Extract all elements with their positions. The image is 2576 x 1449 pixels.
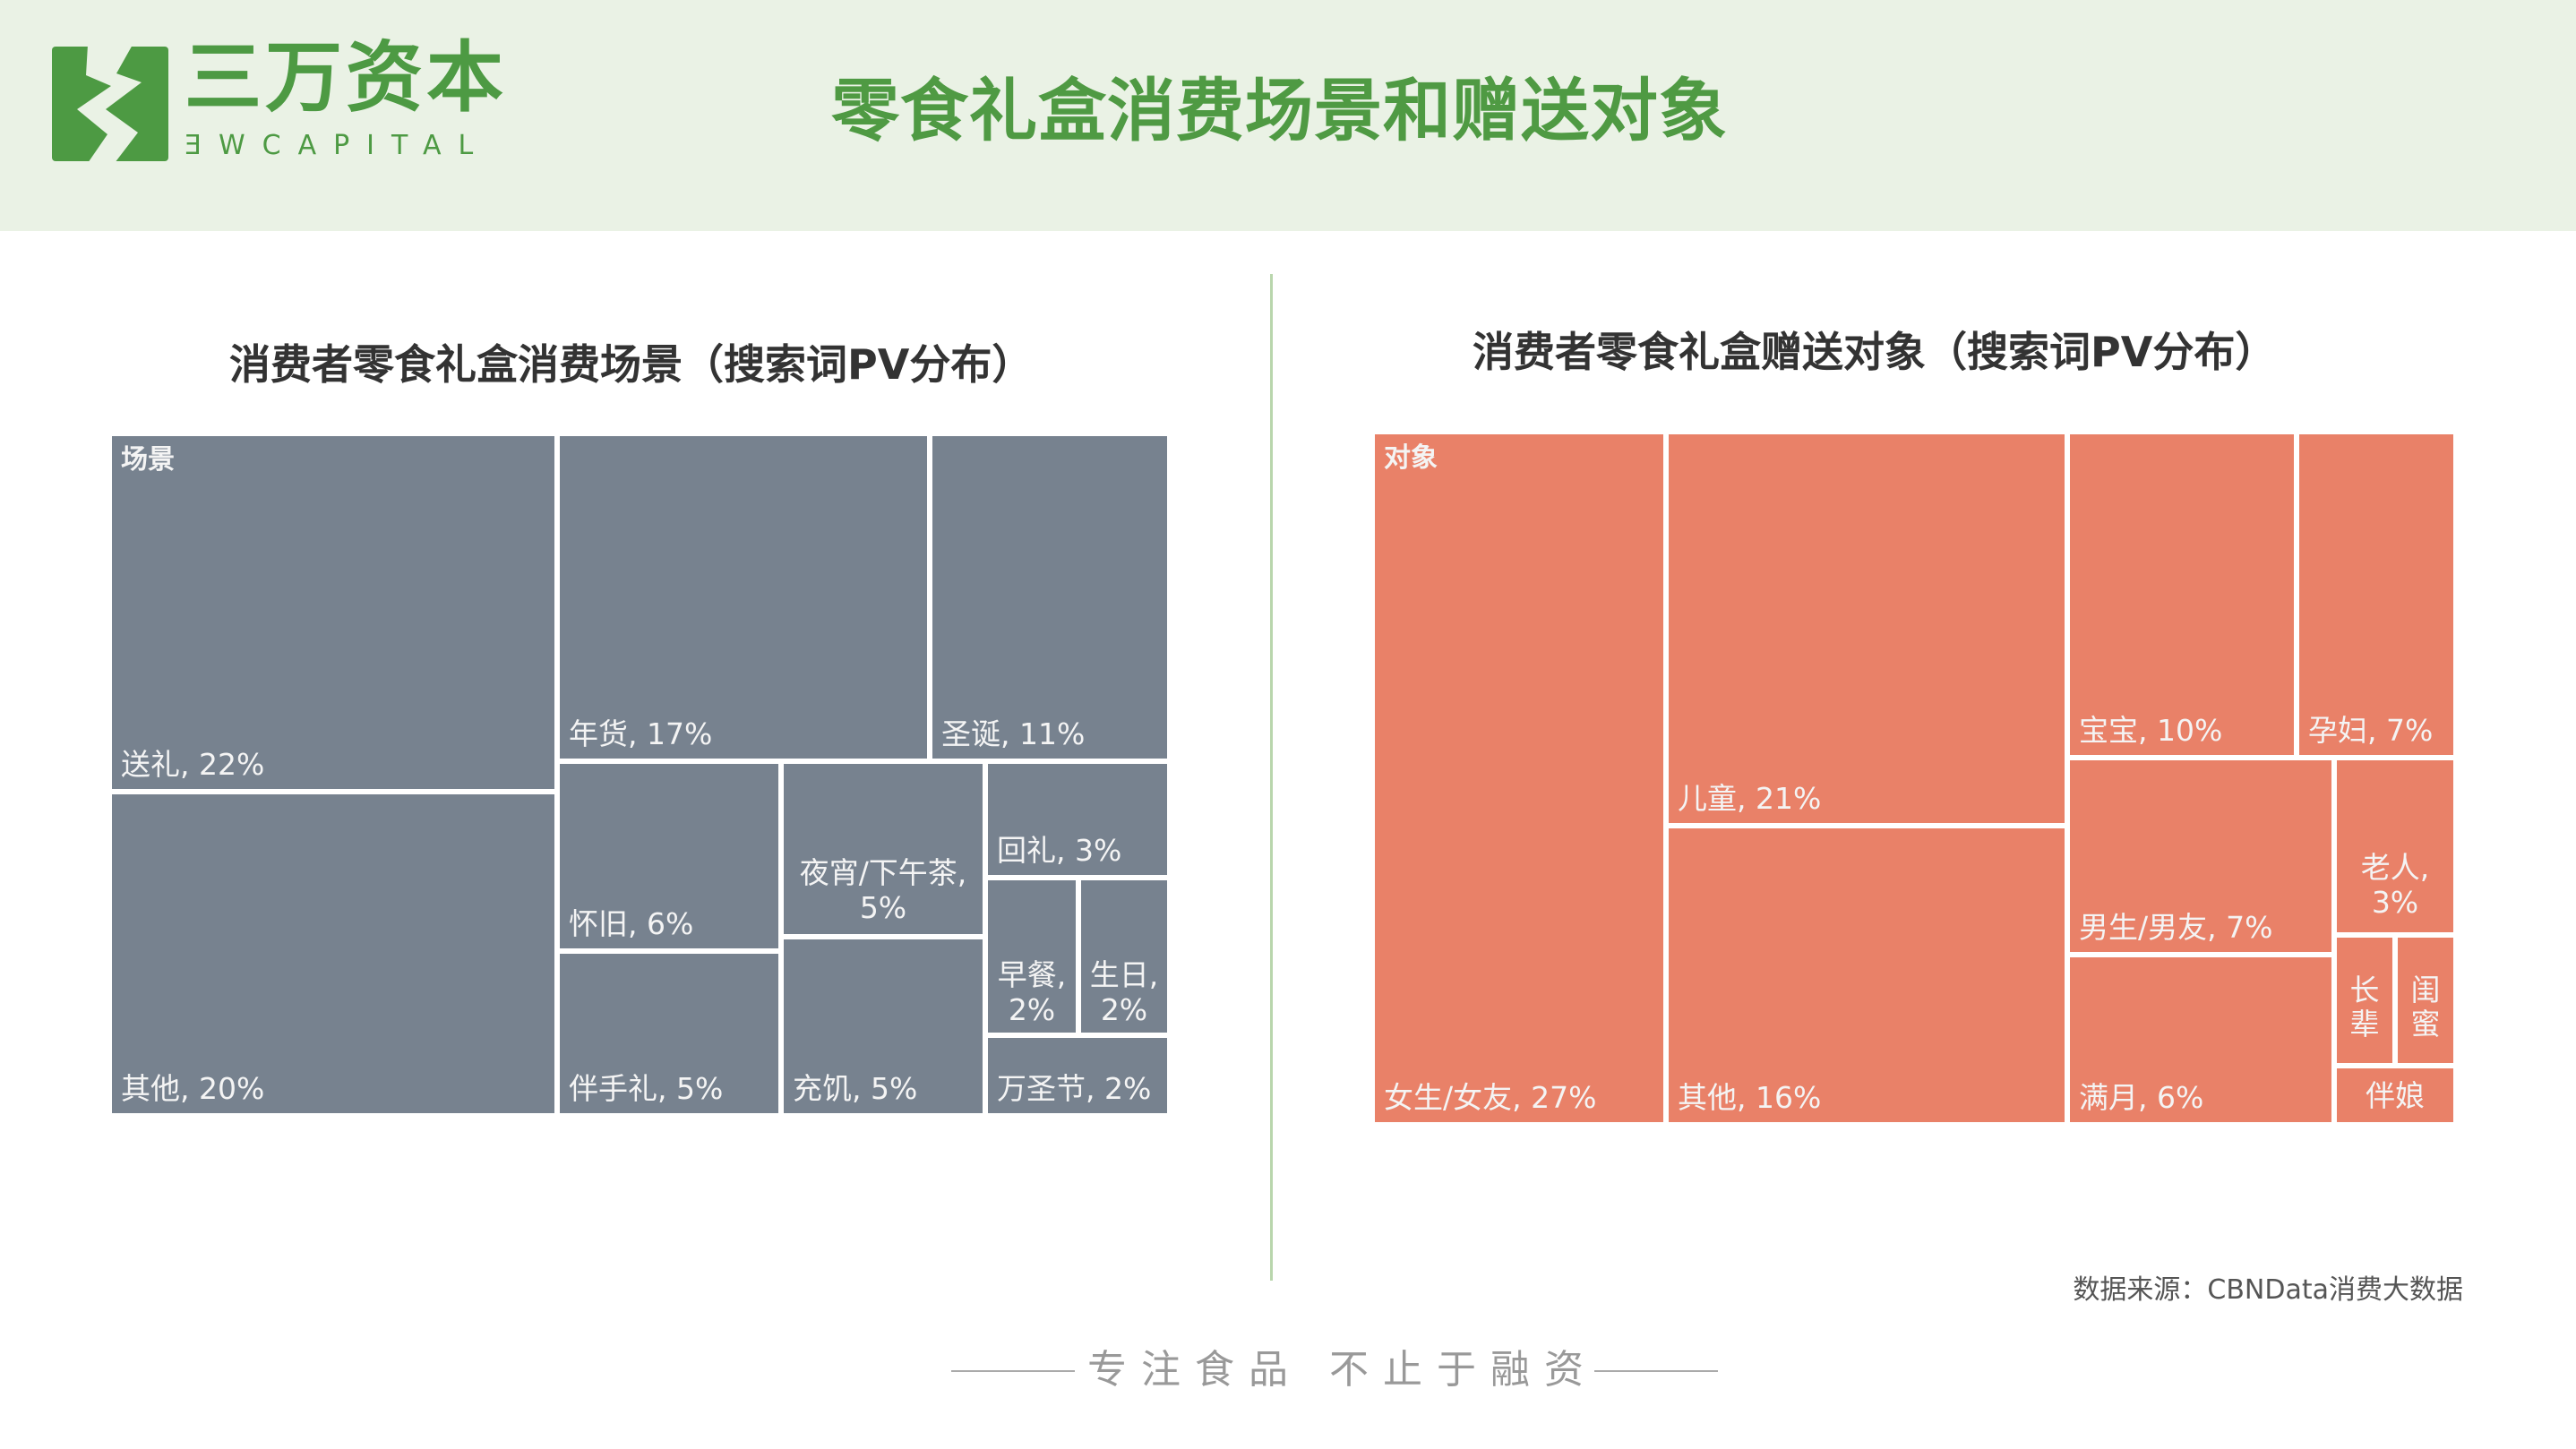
cell-label-shengdan: 圣诞, 11% bbox=[941, 716, 1086, 751]
treemap-cell-ertong: 儿童, 21% bbox=[1666, 432, 2067, 826]
header: 三万资本 ƎWCAPITAL 零食礼盒消费场景和赠送对象 bbox=[0, 0, 2576, 231]
page-title: 零食礼盒消费场景和赠送对象 bbox=[831, 71, 1728, 150]
cell-label-wanshengjie: 万圣节, 2% bbox=[997, 1070, 1152, 1106]
treemap-cell-nvsheng: 对象 女生/女友, 27% bbox=[1372, 432, 1666, 1125]
cell-label-nvsheng: 女生/女友, 27% bbox=[1384, 1079, 1597, 1115]
target-treemap: 对象 女生/女友, 27% 儿童, 21% 其他, 16% 宝宝, 10% 孕妇… bbox=[1372, 432, 2456, 1125]
treemap-cell-zaocan: 早餐, 2% bbox=[985, 878, 1078, 1035]
treemap-cell-nansheng: 男生/男友, 7% bbox=[2067, 758, 2334, 955]
brand-name-en: ƎWCAPITAL bbox=[185, 130, 491, 161]
treemap-cell-wanshengjie: 万圣节, 2% bbox=[985, 1035, 1170, 1116]
cell-label-zaocan: 早餐, 2% bbox=[997, 957, 1067, 1027]
cell-label-yunfu: 孕妇, 7% bbox=[2308, 712, 2434, 748]
target-root-label: 对象 bbox=[1384, 442, 1438, 474]
cell-label-zhangbei: 长 辈 bbox=[2349, 973, 2380, 1042]
treemap-cell-huili: 回礼, 3% bbox=[985, 761, 1170, 878]
cell-label-ertong: 儿童, 21% bbox=[1678, 780, 1822, 816]
cell-label-nansheng: 男生/男友, 7% bbox=[2079, 909, 2273, 945]
treemap-cell-target-qita: 其他, 16% bbox=[1666, 826, 2067, 1125]
scene-root-label: 场景 bbox=[121, 444, 175, 476]
cell-label-baobao: 宝宝, 10% bbox=[2079, 712, 2223, 748]
treemap-cell-guimi: 闺 蜜 bbox=[2395, 935, 2456, 1066]
treemap-cell-nianhuo: 年货, 17% bbox=[557, 433, 930, 761]
logo-mark-icon bbox=[52, 47, 168, 161]
treemap-cell-banniang: 伴娘 bbox=[2334, 1066, 2456, 1125]
cell-label-laoren: 老人, 3% bbox=[2360, 850, 2430, 920]
scene-treemap: 场景 送礼, 22% 其他, 20% 年货, 17% 圣诞, 11% 怀旧, 6… bbox=[109, 433, 1170, 1116]
data-source-note: 数据来源：CBNData消费大数据 bbox=[2073, 1274, 2463, 1306]
cell-label-huili: 回礼, 3% bbox=[997, 832, 1122, 868]
cell-label-nianhuo: 年货, 17% bbox=[569, 716, 713, 751]
target-chart-title: 消费者零食礼盒赠送对象（搜索词PV分布） bbox=[1473, 328, 2277, 376]
treemap-cell-chongji: 充饥, 5% bbox=[781, 937, 985, 1116]
footer-line-left bbox=[951, 1370, 1075, 1372]
treemap-cell-laoren: 老人, 3% bbox=[2334, 758, 2456, 935]
cell-label-guimi: 闺 蜜 bbox=[2410, 973, 2441, 1042]
treemap-cell-yexiao: 夜宵/下午茶, 5% bbox=[781, 761, 985, 937]
treemap-cell-qita: 其他, 20% bbox=[109, 792, 557, 1116]
cell-label-qita: 其他, 20% bbox=[121, 1070, 265, 1106]
treemap-cell-manyue: 满月, 6% bbox=[2067, 955, 2334, 1125]
center-divider bbox=[1270, 274, 1273, 1281]
treemap-cell-shengdan: 圣诞, 11% bbox=[930, 433, 1170, 761]
footer-slogan: 专注食品 不止于融资 bbox=[1087, 1347, 1598, 1393]
cell-label-yexiao: 夜宵/下午茶, 5% bbox=[799, 855, 967, 925]
cell-label-huaijiu: 怀旧, 6% bbox=[569, 905, 694, 941]
treemap-cell-yunfu: 孕妇, 7% bbox=[2297, 432, 2456, 758]
cell-label-banshouli: 伴手礼, 5% bbox=[569, 1070, 724, 1106]
cell-label-shengri: 生日, 2% bbox=[1089, 957, 1159, 1027]
treemap-cell-huaijiu: 怀旧, 6% bbox=[557, 761, 781, 951]
treemap-cell-zhangbei: 长 辈 bbox=[2334, 935, 2395, 1066]
treemap-cell-banshouli: 伴手礼, 5% bbox=[557, 951, 781, 1116]
cell-label-target-qita: 其他, 16% bbox=[1678, 1079, 1822, 1115]
treemap-cell-baobao: 宝宝, 10% bbox=[2067, 432, 2297, 758]
brand-name-cn: 三万资本 bbox=[185, 33, 507, 123]
cell-label-songli: 送礼, 22% bbox=[121, 746, 265, 782]
cell-label-chongji: 充饥, 5% bbox=[793, 1070, 918, 1106]
footer-line-right bbox=[1594, 1370, 1718, 1372]
treemap-cell-shengri: 生日, 2% bbox=[1078, 878, 1170, 1035]
cell-label-manyue: 满月, 6% bbox=[2079, 1079, 2204, 1115]
cell-label-banniang: 伴娘 bbox=[2366, 1077, 2425, 1113]
scene-chart-title: 消费者零食礼盒消费场景（搜索词PV分布） bbox=[229, 340, 1034, 389]
treemap-cell-songli: 场景 送礼, 22% bbox=[109, 433, 557, 792]
